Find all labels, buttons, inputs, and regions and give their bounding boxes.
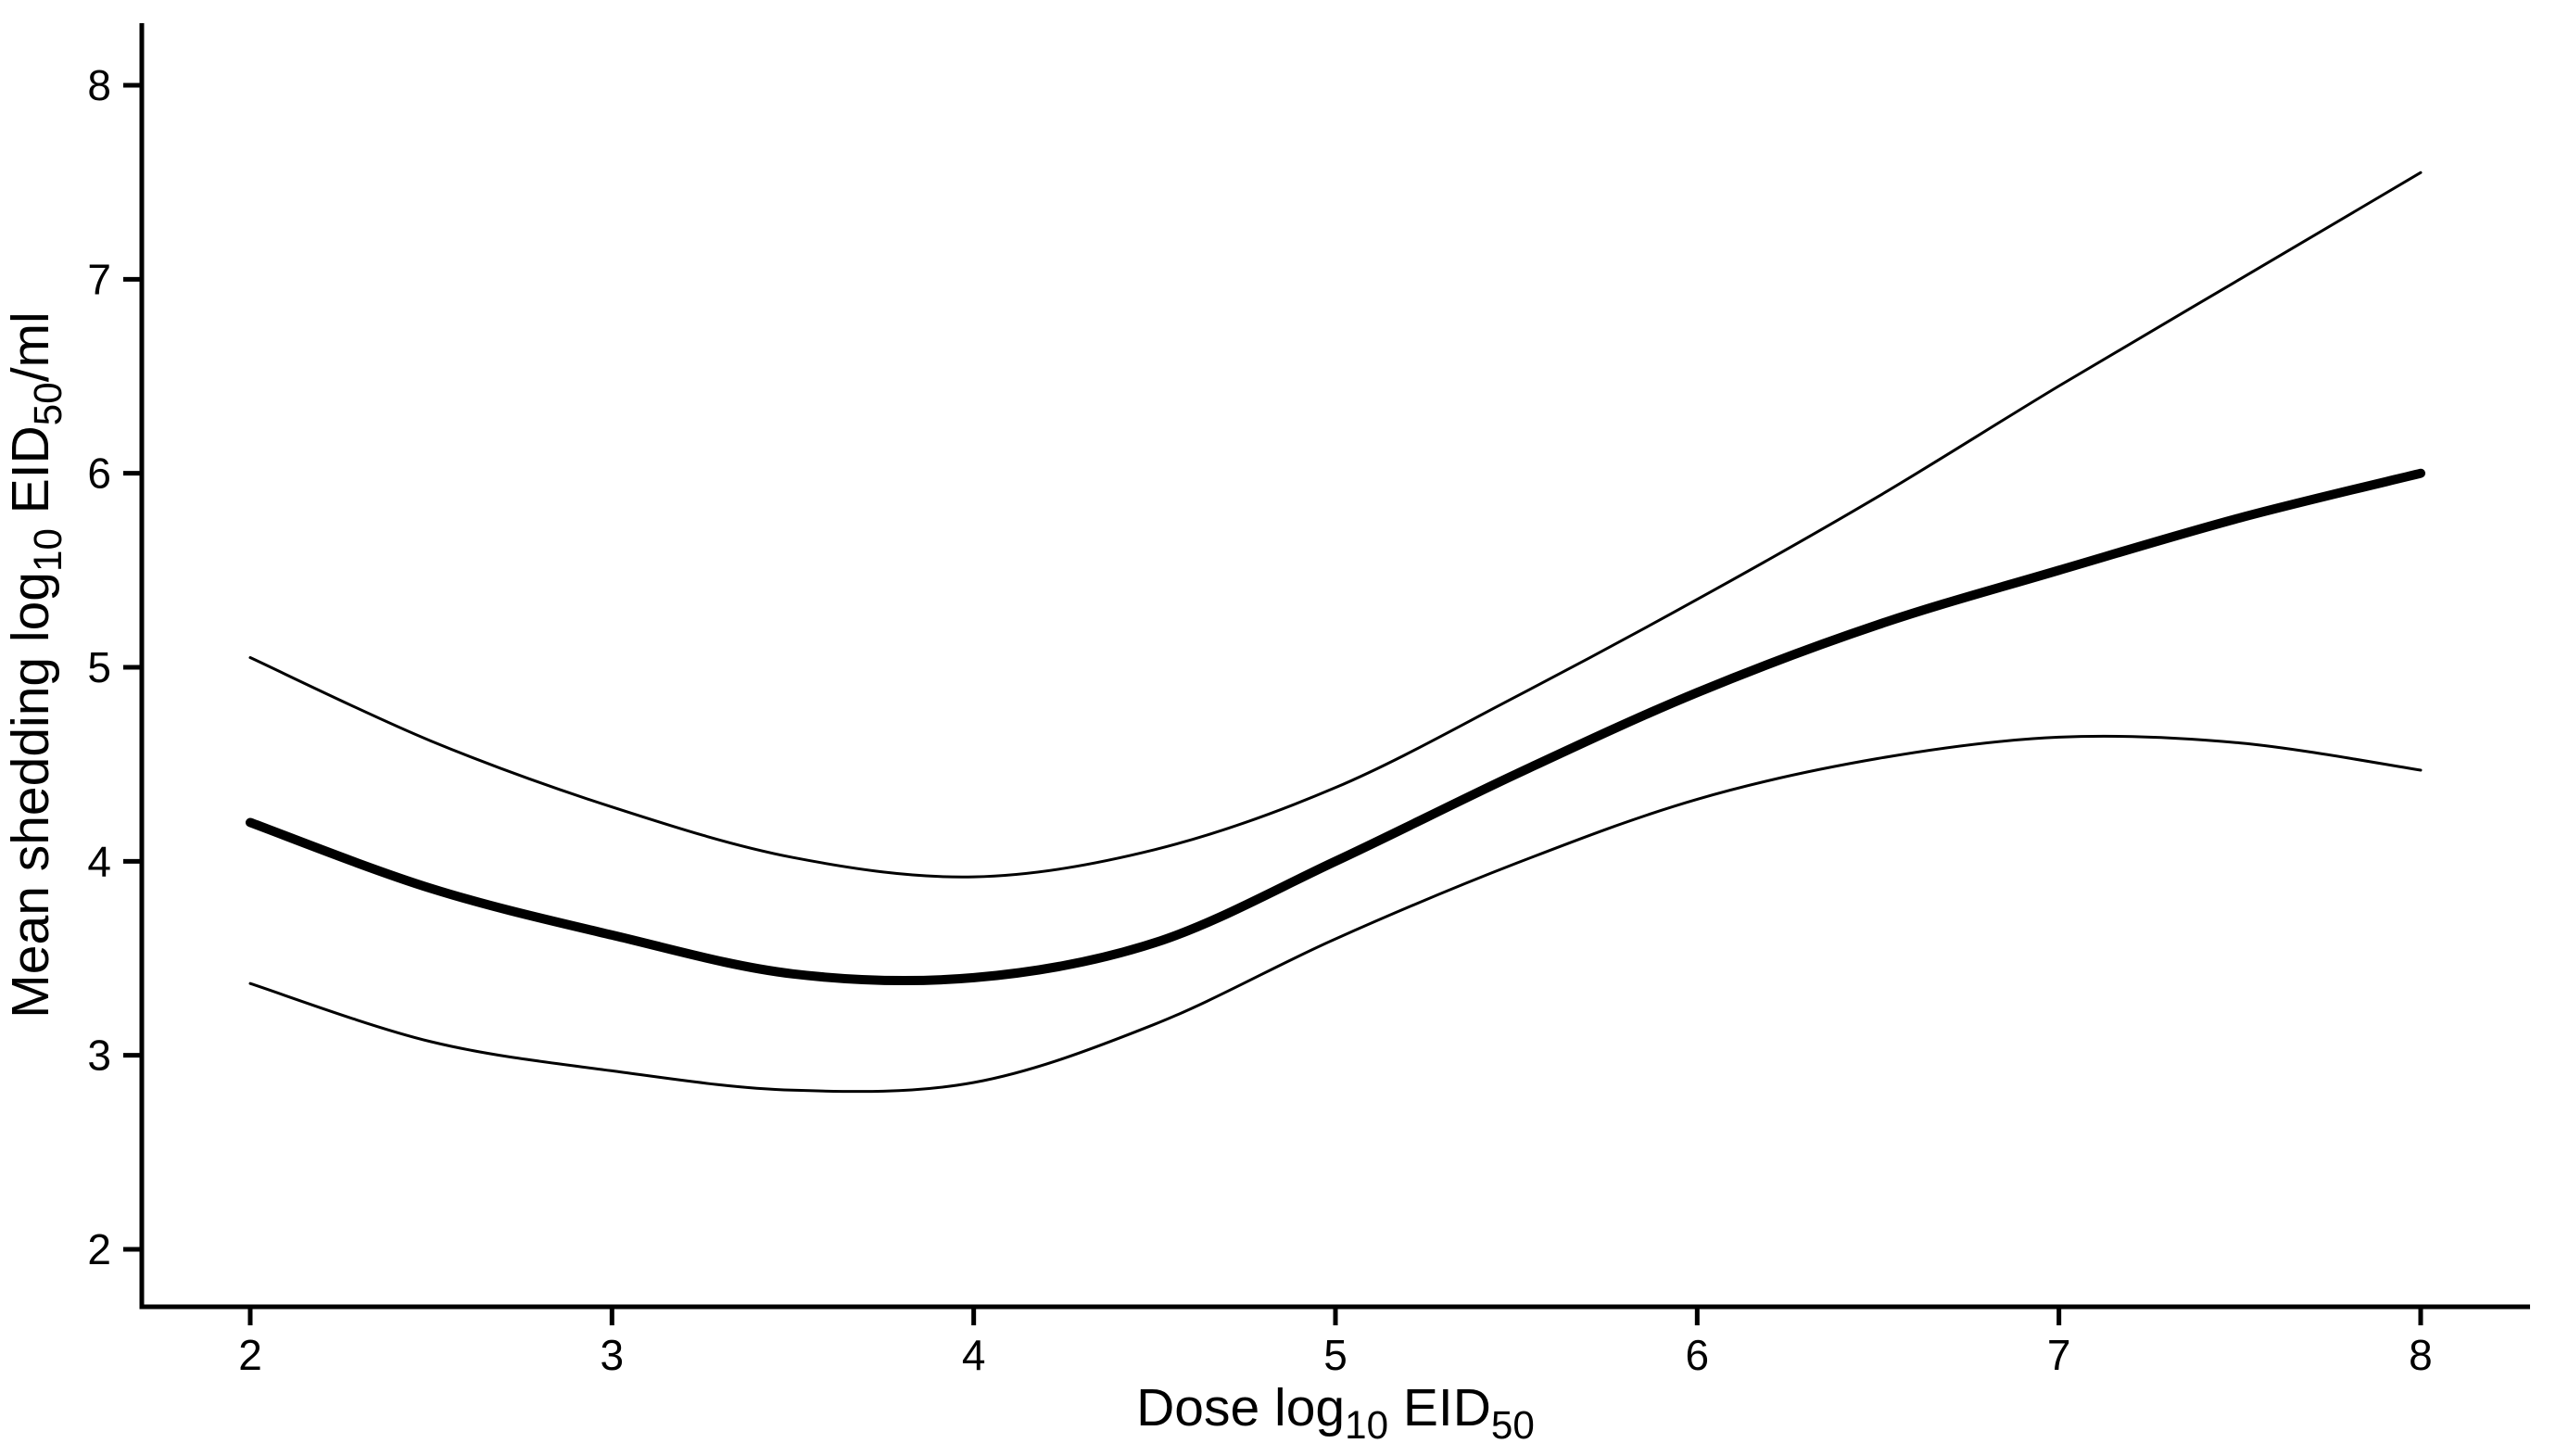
x-tick-label: 8 [2409,1331,2433,1379]
y-tick-label: 7 [87,255,111,303]
x-tick-label: 6 [1686,1331,1710,1379]
x-axis-title: Dose log10 EID50 [1136,1378,1535,1447]
x-tick-label: 7 [2047,1331,2071,1379]
y-tick-label: 2 [87,1225,111,1273]
x-tick-label: 5 [1323,1331,1348,1379]
y-tick-label: 5 [87,643,111,691]
y-tick-label: 3 [87,1032,111,1080]
x-tick-label: 2 [238,1331,262,1379]
lower-ci-line [248,734,2423,1094]
upper-ci-line [248,171,2423,879]
x-tick-label: 4 [962,1331,986,1379]
mean-line [246,468,2425,986]
y-tick-label: 4 [87,837,111,885]
x-tick-label: 3 [601,1331,625,1379]
y-tick-label: 6 [87,449,111,498]
axis-lines [139,23,2530,1310]
y-tick-label: 8 [87,61,111,109]
y-axis-title: Mean shedding log10 EID50/ml [1,311,70,1018]
